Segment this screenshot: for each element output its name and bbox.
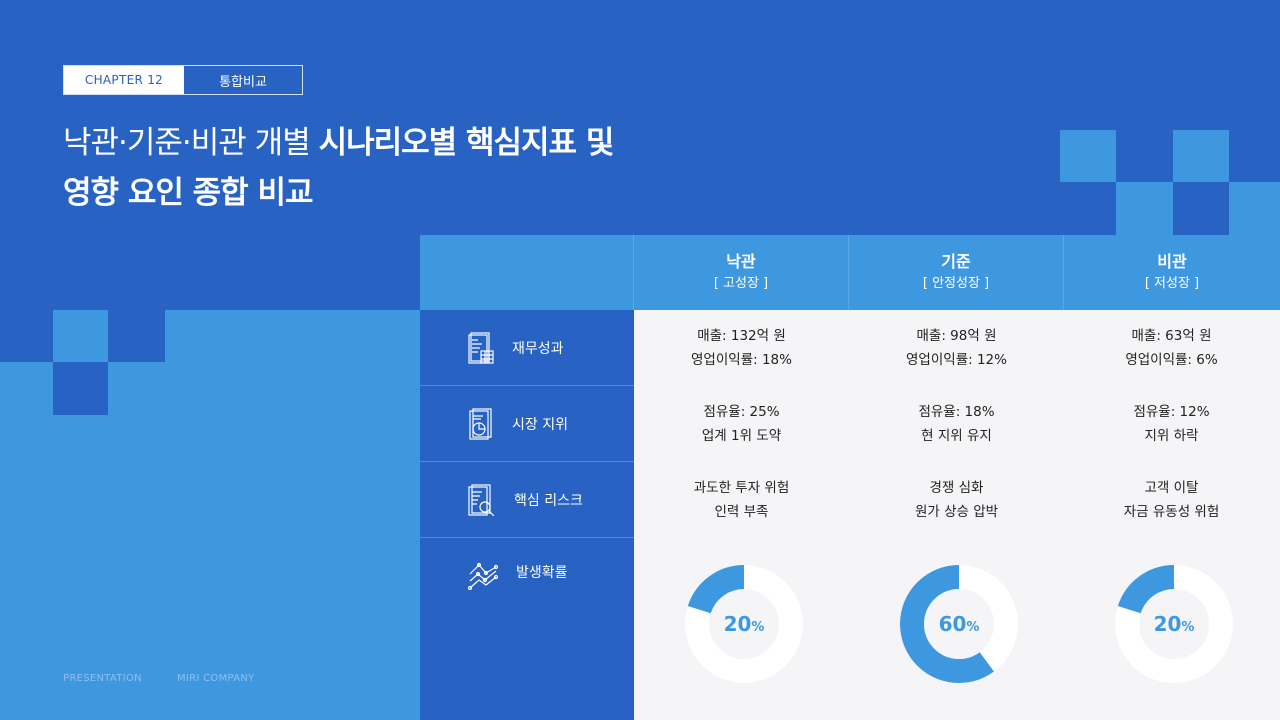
pie-report-icon xyxy=(469,407,492,440)
probability-value: 20 xyxy=(1153,612,1182,636)
cell-line: 인력 부족 xyxy=(714,504,769,520)
cell-line: 업계 1위 도약 xyxy=(701,428,782,444)
data-area: 매출: 132억 원 영업이익률: 18% 매출: 98억 원 영업이익률: 12% 매… xyxy=(634,310,1280,720)
cell-line: 경쟁 심화 xyxy=(929,480,984,496)
chapter-badge: CHAPTER 12 통합비교 xyxy=(63,65,303,95)
cell-line: 영업이익률: 6% xyxy=(1125,352,1218,368)
cell-line: 점유율: 25% xyxy=(703,404,780,420)
cell-line: 원가 상승 압박 xyxy=(914,504,999,520)
chapter-label: CHAPTER 12 xyxy=(64,66,184,94)
decor-block xyxy=(0,362,420,720)
column-sub: [ 고성장 ] xyxy=(713,275,769,291)
table-cell: 점유율: 18% 현 지위 유지 xyxy=(849,386,1064,462)
probability-donut xyxy=(685,565,803,683)
footer-company: MIRI COMPANY xyxy=(177,673,255,684)
cell-line: 매출: 132억 원 xyxy=(697,328,786,344)
decor-block xyxy=(165,310,420,362)
row-label-probability: 발생확률 xyxy=(420,538,634,720)
search-document-icon xyxy=(468,483,495,516)
decor-block xyxy=(1116,182,1173,235)
donut-fill xyxy=(900,565,1018,683)
column-sub: [ 안정성장 ] xyxy=(922,275,990,291)
table-cell: 점유율: 12% 지위 하락 xyxy=(1064,386,1279,462)
cell-line: 고객 이탈 xyxy=(1144,480,1199,496)
decor-block xyxy=(53,362,108,415)
cell-line: 영업이익률: 12% xyxy=(906,352,1007,368)
column-header: 비관 [ 저성장 ] xyxy=(1064,235,1280,310)
title-line2: 영향 요인 종합 비교 xyxy=(63,175,314,211)
financial-report-icon xyxy=(468,331,494,364)
probability-unit: % xyxy=(751,620,765,635)
column-sub: [ 저성장 ] xyxy=(1144,275,1200,291)
probability-donut xyxy=(1115,565,1233,683)
table-cell: 점유율: 25% 업계 1위 도약 xyxy=(634,386,849,462)
cell-line: 지위 하락 xyxy=(1144,428,1199,444)
row-label-risk: 핵심 리스크 xyxy=(420,462,634,538)
probability-value: 20 xyxy=(723,612,752,636)
cell-line: 과도한 투자 위험 xyxy=(693,480,790,496)
column-header: 낙관 [ 고성장 ] xyxy=(634,235,849,310)
row-label-market: 시장 지위 xyxy=(420,386,634,462)
decor-block xyxy=(1173,130,1229,182)
cell-line: 자금 유동성 위험 xyxy=(1123,504,1220,520)
decor-block xyxy=(1229,182,1280,235)
table-header xyxy=(420,235,1280,310)
decor-block xyxy=(53,310,108,362)
column-name: 낙관 xyxy=(726,251,756,271)
cell-line: 점유율: 18% xyxy=(918,404,995,420)
cell-line: 매출: 98억 원 xyxy=(916,328,997,344)
probability-donut xyxy=(900,565,1018,683)
probability-label: 20% xyxy=(1109,612,1239,636)
probability-label: 20% xyxy=(679,612,809,636)
line-chart-icon xyxy=(468,562,499,590)
cell-line: 매출: 63억 원 xyxy=(1131,328,1212,344)
probability-value: 60 xyxy=(938,612,967,636)
title-bold: 시나리오별 핵심지표 및 xyxy=(318,125,615,161)
row-label-text: 핵심 리스크 xyxy=(514,492,583,509)
footer-presentation: PRESENTATION xyxy=(63,673,142,684)
decor-block xyxy=(1060,130,1116,182)
column-header: 기준 [ 안정성장 ] xyxy=(849,235,1064,310)
header-blank xyxy=(420,235,634,310)
column-name: 비관 xyxy=(1157,251,1187,271)
cell-line: 영업이익률: 18% xyxy=(691,352,792,368)
row-label-text: 재무성과 xyxy=(512,340,564,357)
cell-line: 현 지위 유지 xyxy=(921,428,992,444)
row-label-financial: 재무성과 xyxy=(420,310,634,386)
donut-fill xyxy=(685,565,803,683)
cell-line: 점유율: 12% xyxy=(1133,404,1210,420)
section-label: 통합비교 xyxy=(219,74,267,90)
donut-fill xyxy=(1115,565,1233,683)
row-label-text: 발생확률 xyxy=(516,565,568,581)
probability-label: 60% xyxy=(894,612,1024,636)
page-title: 낙관·기준·비관 개별 시나리오별 핵심지표 및 영향 요인 종합 비교 xyxy=(63,118,615,218)
title-light: 낙관·기준·비관 개별 xyxy=(63,125,319,161)
row-label-text: 시장 지위 xyxy=(512,416,568,433)
column-name: 기준 xyxy=(941,251,971,271)
probability-unit: % xyxy=(966,620,980,635)
probability-unit: % xyxy=(1181,620,1195,635)
